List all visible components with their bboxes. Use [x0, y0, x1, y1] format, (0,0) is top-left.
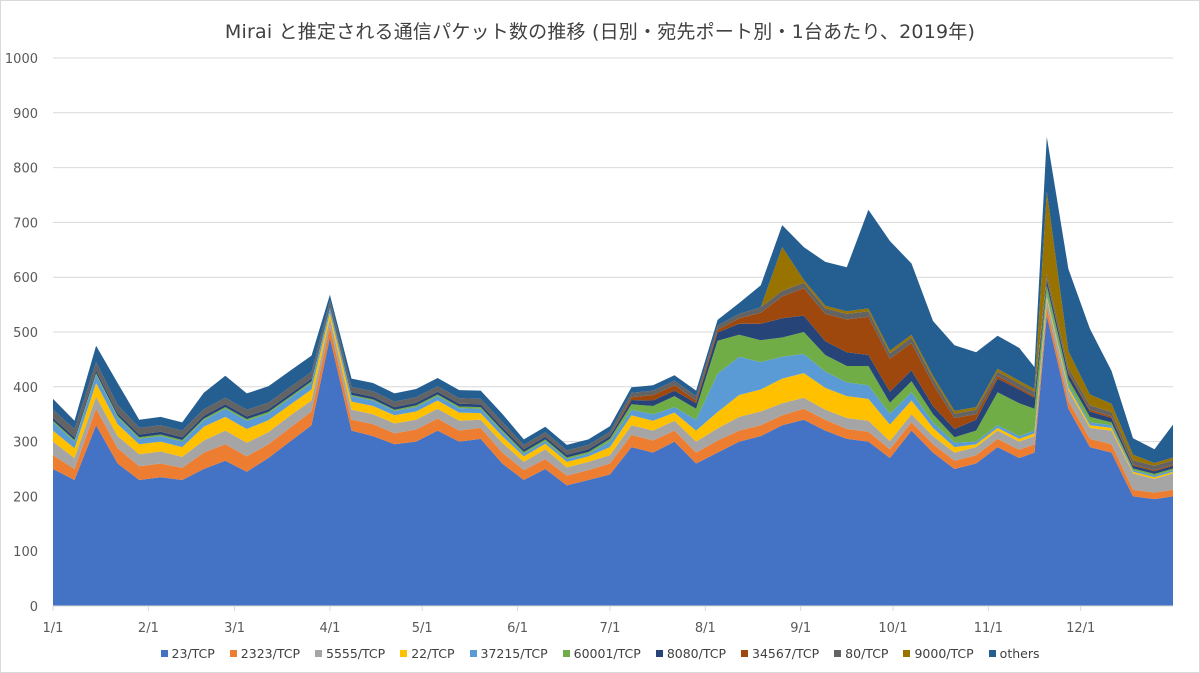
legend-label: 5555/TCP: [326, 646, 386, 661]
x-tick-label: 1/1: [43, 621, 64, 636]
x-tick-label: 6/1: [507, 621, 528, 636]
x-tick-label: 8/1: [695, 621, 716, 636]
y-tick-label: 500: [13, 326, 38, 341]
y-tick-label: 0: [30, 600, 38, 615]
legend-label: 2323/TCP: [240, 646, 300, 661]
legend-label: 23/TCP: [171, 646, 215, 661]
legend-item: 80/TCP: [834, 646, 888, 661]
legend-swatch: [229, 650, 237, 657]
x-tick-label: 11/1: [974, 621, 1003, 636]
x-tick-label: 12/1: [1066, 621, 1095, 636]
legend-swatch: [469, 650, 477, 657]
x-tick-label: 3/1: [224, 621, 245, 636]
legend-label: others: [999, 646, 1040, 661]
legend-label: 34567/TCP: [752, 646, 820, 661]
y-tick-label: 200: [13, 490, 38, 505]
x-tick-label: 5/1: [412, 621, 433, 636]
y-tick-label: 100: [13, 545, 38, 560]
legend-swatch: [655, 650, 663, 657]
legend-item: 2323/TCP: [229, 646, 300, 661]
y-tick-label: 300: [13, 436, 38, 451]
area-22-tcp: [53, 296, 1173, 479]
legend-item: 37215/TCP: [469, 646, 548, 661]
y-tick-label: 600: [13, 271, 38, 286]
y-tick-label: 700: [13, 216, 38, 231]
legend-swatch: [400, 650, 408, 657]
legend-item: 23/TCP: [160, 646, 215, 661]
legend-item: 34567/TCP: [741, 646, 819, 661]
x-tick-label: 7/1: [599, 621, 620, 636]
y-tick-label: 1000: [5, 52, 38, 67]
y-tick-label: 800: [13, 162, 38, 177]
legend-swatch: [741, 650, 749, 657]
legend-item: others: [988, 646, 1040, 661]
legend-label: 9000/TCP: [914, 646, 974, 661]
y-tick-label: 400: [13, 381, 38, 396]
legend-item: 9000/TCP: [903, 646, 974, 661]
legend-label: 37215/TCP: [480, 646, 548, 661]
legend-swatch: [988, 650, 996, 657]
legend-item: 5555/TCP: [315, 646, 385, 661]
legend-label: 8080/TCP: [666, 646, 727, 661]
chart-title: Mirai と推定される通信パケット数の推移 (日別・宛先ポート別・1台あたり、…: [224, 21, 976, 43]
x-tick-label: 9/1: [790, 621, 811, 636]
legend-item: 8080/TCP: [655, 646, 727, 661]
series-areas: [53, 136, 1173, 606]
x-tick-label: 10/1: [878, 621, 907, 636]
legend-swatch: [160, 650, 168, 657]
area-2323-tcp: [53, 307, 1173, 500]
x-axis: 1/1 2/1 3/1 4/1 5/1 6/1 7/1 8/1 9/1 10/1 11/1 12/1: [43, 605, 1173, 636]
x-tick-label: 4/1: [319, 621, 340, 636]
area-37215-tcp: [53, 293, 1173, 478]
legend-item: 22/TCP: [400, 646, 455, 661]
y-tick-label: 900: [13, 107, 38, 122]
legend-label: 80/TCP: [845, 646, 889, 661]
legend-swatch: [834, 650, 842, 657]
legend-item: 60001/TCP: [562, 646, 641, 661]
x-tick-label: 2/1: [138, 621, 159, 636]
legend-swatch: [903, 650, 911, 657]
legend-swatch: [315, 650, 322, 657]
area-23-tcp: [53, 315, 1173, 606]
legend-label: 60001/TCP: [573, 646, 641, 661]
chart-legend: 23/TCP 2323/TCP 5555/TCP 22/TCP 37215/TCP 600…: [0, 646, 1200, 661]
y-axis: 0 100 200 300 400 500 600 700 800 900 1000: [5, 52, 38, 615]
area-5555-tcp: [53, 299, 1173, 493]
legend-swatch: [562, 650, 570, 657]
legend-label: 22/TCP: [411, 646, 455, 661]
